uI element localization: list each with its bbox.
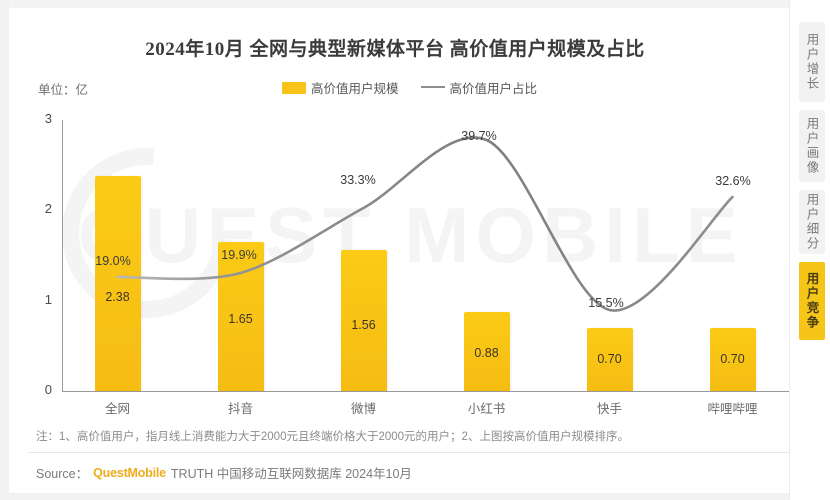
source-line: Source： QuestMobile TRUTH 中国移动互联网数据库 202… (36, 463, 412, 482)
bar-全网 (94, 176, 141, 391)
percentage-label: 19.0% (95, 254, 131, 268)
source-divider (28, 452, 800, 453)
percentage-label: 19.9% (221, 248, 257, 262)
bar-value-label: 0.88 (474, 346, 499, 360)
page-title: 2024年10月 全网与典型新媒体平台 高价值用户规模及占比 (145, 39, 645, 60)
x-axis-label-全网: 全网 (104, 402, 130, 416)
sidebar-tab-用户增长[interactable]: 用户增长 (799, 22, 825, 102)
frame-bottom-edge (0, 493, 830, 500)
chart-legend: 高价值用户规模 高价值用户占比 (282, 78, 537, 97)
bar-小红书 (463, 311, 510, 391)
unit-label: 单位：亿 (38, 83, 89, 97)
bar-value-label: 1.56 (351, 318, 376, 332)
y-axis-tick-label: 1 (44, 291, 52, 307)
bar-value-label: 0.70 (597, 352, 622, 366)
sidebar-tabs: 用户增长用户画像用户细分用户竞争 (789, 0, 830, 500)
source-rest: TRUTH 中国移动互联网数据库 2024年10月 (170, 467, 412, 481)
x-axis-label-小红书: 小红书 (467, 402, 506, 416)
sidebar-tab-用户细分[interactable]: 用户细分 (799, 190, 825, 254)
percentage-label: 32.6% (715, 174, 751, 188)
x-axis-label-微博: 微博 (350, 402, 376, 416)
percentage-label: 33.3% (340, 173, 376, 187)
bar-快手 (586, 327, 633, 391)
y-axis-tick-label: 3 (44, 111, 52, 126)
y-axis-tick-label: 2 (44, 201, 52, 217)
legend-item-line: 高价值用户占比 (420, 78, 538, 97)
legend-bar-swatch-icon (282, 81, 306, 94)
legend-line-label: 高价值用户占比 (449, 82, 538, 96)
frame-top-edge (0, 0, 830, 8)
source-brand: QuestMobile (93, 465, 166, 480)
percentage-label: 15.5% (588, 296, 624, 310)
sidebar-tab-用户竞争[interactable]: 用户竞争 (799, 262, 825, 340)
bar-value-label: 1.65 (228, 312, 253, 326)
x-axis-label-抖音: 抖音 (227, 402, 253, 416)
source-prefix: Source： (36, 467, 89, 481)
y-axis-tick-label: 0 (44, 382, 52, 397)
frame-left-edge (0, 0, 9, 500)
legend-item-bar: 高价值用户规模 (282, 78, 399, 97)
x-axis-label-哔哩哔哩: 哔哩哔哩 (707, 402, 758, 416)
sidebar-tab-用户画像[interactable]: 用户画像 (799, 110, 825, 182)
percentage-label: 39.7% (461, 129, 497, 143)
watermark-text: QUEST MOBILE (78, 191, 744, 279)
footnote: 注：1、高价值用户，指月线上消费能力大于2000元且终端价格大于2000元的用户… (36, 431, 629, 443)
bar-value-label: 0.70 (720, 352, 745, 366)
bar-哔哩哔哩 (709, 327, 756, 391)
legend-line-swatch-icon (420, 85, 445, 88)
x-axis-label-快手: 快手 (596, 402, 622, 416)
x-axis-line (62, 391, 800, 392)
y-axis-line (62, 120, 63, 392)
bar-value-label: 2.38 (105, 290, 130, 304)
legend-bar-label: 高价值用户规模 (311, 82, 399, 96)
